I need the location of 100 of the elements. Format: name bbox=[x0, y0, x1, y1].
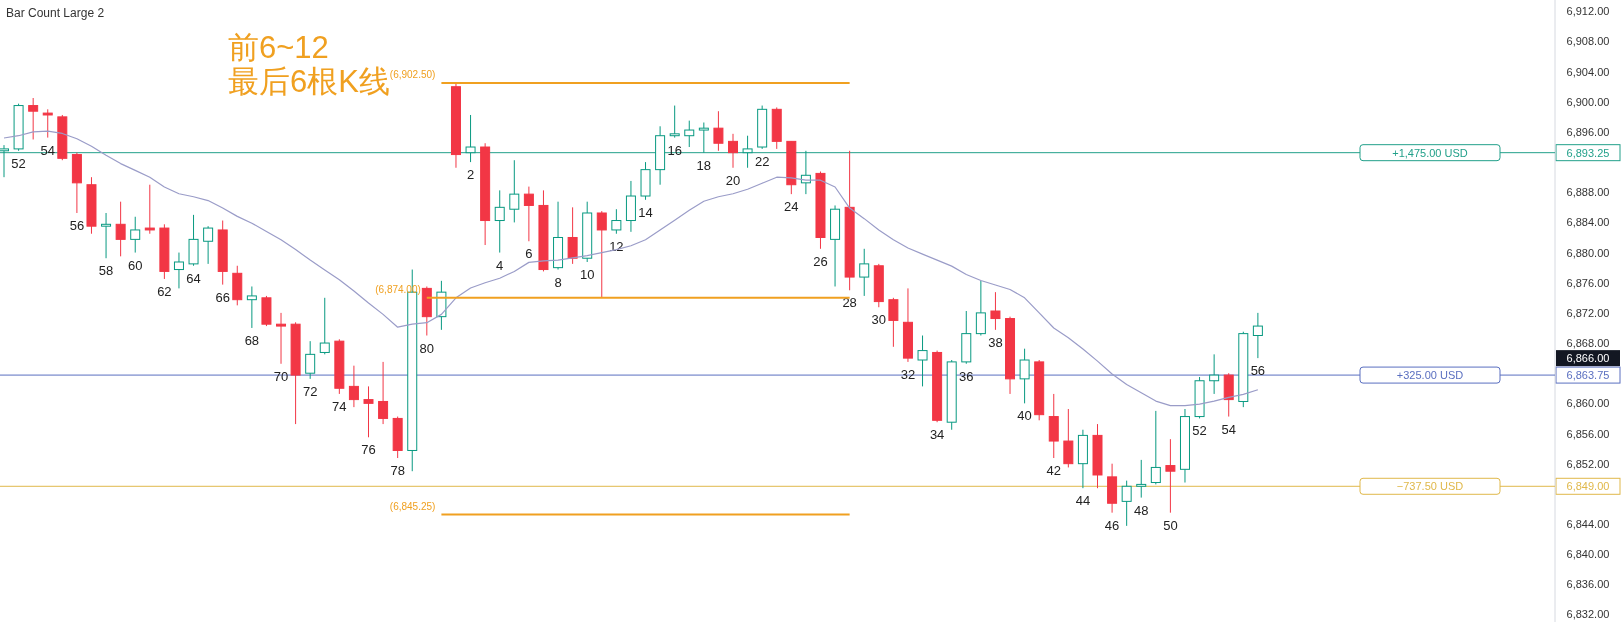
text: 2 bbox=[466, 167, 475, 183]
annotation: 前6~12 最后6根K线 bbox=[228, 30, 390, 99]
text: 80 bbox=[419, 340, 435, 356]
candlestick bbox=[203, 225, 214, 265]
text: 56 bbox=[1250, 363, 1266, 379]
text: 6 bbox=[525, 246, 533, 262]
candlestick bbox=[669, 105, 680, 139]
candlestick bbox=[130, 216, 141, 254]
ref-line-label: −737.50 USD bbox=[1396, 480, 1464, 493]
text: 60 bbox=[127, 257, 143, 273]
candlestick bbox=[348, 365, 359, 408]
y-tick-label: 6,840.00 bbox=[1566, 548, 1610, 561]
candlestick bbox=[1150, 410, 1161, 485]
y-tick-label: 6,900.00 bbox=[1566, 95, 1610, 108]
text: 10 bbox=[579, 266, 595, 282]
candlestick bbox=[378, 361, 389, 425]
text: 52 bbox=[1192, 423, 1207, 439]
candlestick bbox=[1121, 480, 1132, 527]
text: 58 bbox=[98, 263, 114, 279]
y-tick-label: 6,852.00 bbox=[1566, 457, 1610, 470]
y-tick-label: 6,912.00 bbox=[1566, 5, 1610, 18]
y-tick-label: 6,896.00 bbox=[1566, 125, 1610, 138]
text: 20 bbox=[725, 172, 741, 188]
y-tick-label: 6,904.00 bbox=[1566, 65, 1610, 78]
candlestick bbox=[246, 286, 257, 329]
text: 40 bbox=[1017, 408, 1032, 424]
candlestick bbox=[305, 340, 316, 380]
text: 78 bbox=[390, 463, 405, 479]
candlestick bbox=[1209, 353, 1220, 395]
y-tick-label: 6,860.00 bbox=[1566, 397, 1610, 410]
candlestick bbox=[363, 385, 374, 438]
y-tick-label: 6,908.00 bbox=[1566, 35, 1610, 48]
candlestick bbox=[859, 248, 870, 297]
candlestick bbox=[144, 184, 155, 235]
candlestick bbox=[28, 97, 39, 140]
ref-line-label: +325.00 USD bbox=[1396, 369, 1464, 382]
text: 70 bbox=[273, 368, 289, 384]
text: 38 bbox=[988, 334, 1003, 350]
candlestick bbox=[975, 280, 986, 336]
y-tick-label: 6,849.00 bbox=[1566, 480, 1610, 493]
candlestick bbox=[319, 297, 330, 355]
text: 30 bbox=[871, 312, 887, 328]
text: 54 bbox=[1221, 421, 1236, 437]
y-tick-label: 6,832.00 bbox=[1566, 608, 1610, 621]
y-tick-label: 6,876.00 bbox=[1566, 276, 1610, 289]
text: 26 bbox=[813, 253, 828, 269]
text: 68 bbox=[244, 332, 260, 348]
candlestick bbox=[888, 297, 899, 348]
text: 36 bbox=[959, 368, 974, 384]
candlestick bbox=[596, 210, 607, 299]
y-tick-label: 6,863.75 bbox=[1566, 369, 1610, 382]
candlestick bbox=[742, 135, 753, 169]
candlestick bbox=[101, 212, 112, 259]
y-tick-label: 6,884.00 bbox=[1566, 216, 1610, 229]
candlestick bbox=[173, 252, 184, 289]
ref-line-label: +1,475.00 USD bbox=[1392, 146, 1468, 159]
series-label: (6,845.25) bbox=[389, 500, 436, 512]
y-tick-label: 6,844.00 bbox=[1566, 517, 1610, 530]
candlestick bbox=[567, 206, 578, 265]
candlestick bbox=[1063, 408, 1074, 468]
text: 50 bbox=[1163, 517, 1178, 533]
candlestick bbox=[1136, 459, 1147, 499]
y-tick-label: 6,880.00 bbox=[1566, 246, 1610, 259]
text: 24 bbox=[784, 199, 799, 215]
text: 18 bbox=[696, 157, 712, 173]
candlestick bbox=[1019, 348, 1030, 404]
y-tick-label: 6,888.00 bbox=[1566, 186, 1610, 199]
text: 72 bbox=[302, 383, 318, 399]
candlestick bbox=[698, 122, 709, 154]
text: 48 bbox=[1134, 502, 1149, 518]
candlestick bbox=[494, 189, 505, 254]
text: 4 bbox=[496, 257, 504, 273]
text: Bar Count Large 2 bbox=[6, 6, 105, 20]
series-label: (6,902.50) bbox=[389, 68, 436, 80]
candlestick bbox=[509, 159, 520, 223]
text: 34 bbox=[929, 427, 945, 443]
candlestick bbox=[713, 110, 724, 152]
text: 64 bbox=[186, 270, 201, 286]
y-tick-label: 6,856.00 bbox=[1566, 427, 1610, 440]
candlestick bbox=[1165, 438, 1176, 514]
text: 46 bbox=[1104, 517, 1120, 533]
candlestick bbox=[0, 144, 9, 178]
candlestick bbox=[728, 133, 738, 169]
text: 56 bbox=[69, 217, 85, 233]
text: 76 bbox=[361, 442, 376, 458]
candlestick bbox=[276, 312, 287, 365]
text: 28 bbox=[842, 295, 857, 311]
candlestick bbox=[115, 201, 126, 257]
candlestick bbox=[917, 335, 928, 387]
y-tick-label: 6,868.00 bbox=[1566, 337, 1610, 350]
text: 32 bbox=[900, 366, 916, 382]
candlestick bbox=[42, 108, 53, 139]
candlestick bbox=[523, 186, 534, 242]
text: 74 bbox=[332, 398, 347, 414]
text: 52 bbox=[11, 155, 26, 171]
candlestick bbox=[684, 120, 695, 148]
candlestick bbox=[611, 208, 622, 235]
text: 8 bbox=[554, 274, 562, 290]
text: 42 bbox=[1046, 463, 1061, 479]
y-tick-label: 6,836.00 bbox=[1566, 578, 1610, 591]
